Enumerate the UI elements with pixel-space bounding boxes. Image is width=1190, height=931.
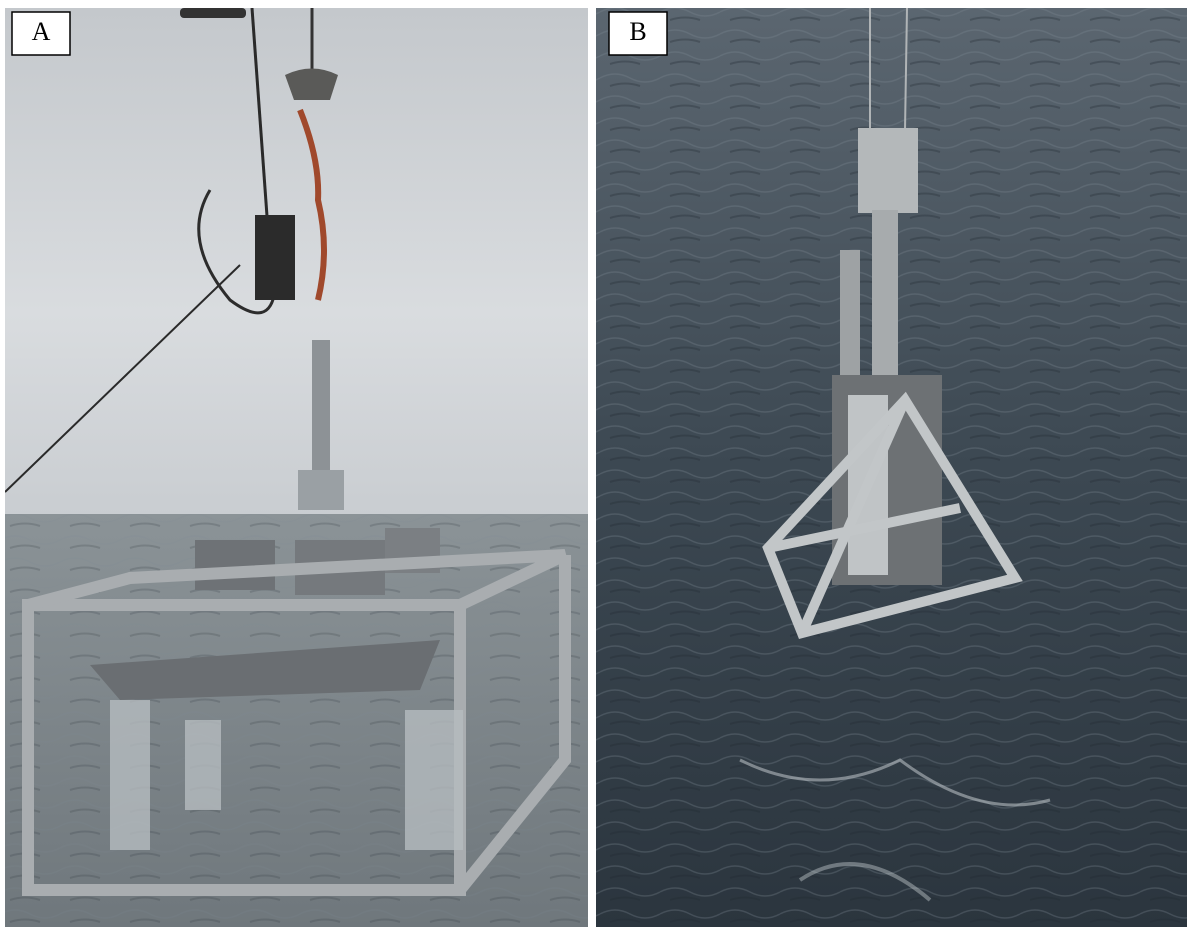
panel-label-text: A (32, 17, 51, 46)
photo-b (596, 8, 1187, 927)
panel-label-text: B (629, 17, 646, 46)
panel-label-b: B (609, 12, 667, 55)
panel-label-a: A (12, 12, 70, 55)
figure: A B (0, 0, 1190, 931)
figure-canvas: A B (0, 0, 1190, 931)
photo-a (5, 8, 588, 927)
